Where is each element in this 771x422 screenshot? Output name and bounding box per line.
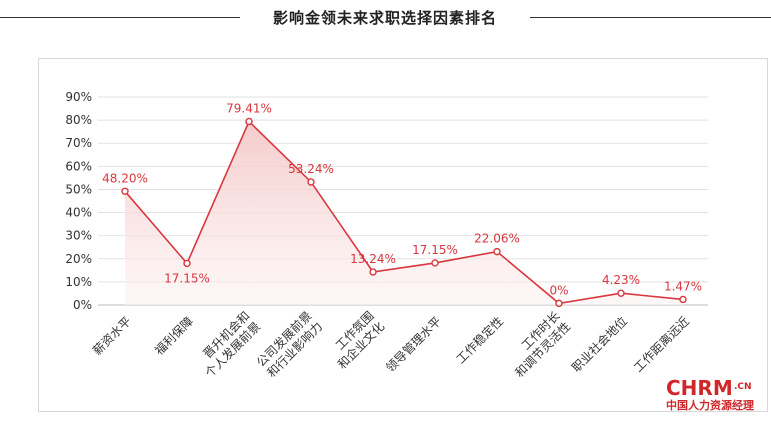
data-label: 0% (549, 283, 568, 297)
x-tick-label-line: 领导管理水平 (382, 313, 444, 375)
y-tick-label: 50% (65, 182, 92, 196)
data-point (431, 259, 439, 267)
data-label: 53.24% (288, 162, 334, 176)
logo-domain-suffix: .CN (734, 382, 752, 392)
x-tick-label: 职业社会地位 (568, 313, 630, 375)
data-label: 4.23% (602, 273, 640, 287)
y-tick-label: 80% (65, 113, 92, 127)
data-label: 79.41% (226, 101, 272, 115)
y-tick-label: 10% (65, 275, 92, 289)
y-tick-label: 60% (65, 159, 92, 173)
y-tick-label: 90% (65, 90, 92, 104)
x-tick-label: 福利保障 (151, 313, 196, 358)
data-point (369, 268, 377, 276)
series-line (124, 120, 684, 305)
x-tick-label: 薪资水平 (90, 314, 134, 358)
data-label: 17.15% (164, 271, 210, 285)
series-area-fill (125, 121, 683, 305)
data-label: 1.47% (664, 279, 702, 293)
data-point (183, 259, 191, 268)
x-tick-label-line: 工作稳定性 (453, 313, 506, 366)
data-point (617, 289, 625, 297)
y-tick-label: 70% (65, 136, 92, 150)
chart-title-bar: 影响金领未来求职选择因素排名 (0, 0, 771, 40)
data-label: 48.20% (102, 171, 148, 185)
title-divider-left (0, 17, 240, 18)
x-tick-label-line: 福利保障 (151, 313, 196, 358)
y-tick-label: 40% (65, 206, 92, 220)
data-point (121, 187, 129, 195)
logo-subtitle: 中国人力资源经理 (666, 399, 754, 412)
data-point (679, 295, 687, 304)
x-tick-label-line: 薪资水平 (90, 314, 134, 358)
y-tick-label: 0% (73, 298, 92, 312)
chart-title: 影响金领未来求职选择因素排名 (272, 9, 497, 27)
data-point (307, 178, 315, 186)
data-label: 13.24% (350, 252, 396, 266)
y-tick-label: 20% (65, 252, 92, 266)
data-point (245, 117, 253, 126)
x-tick-label: 工作距离远近 (630, 313, 692, 375)
x-tick-label: 领导管理水平 (382, 313, 444, 375)
x-tick-label: 工作稳定性 (453, 313, 506, 366)
x-tick-label-line: 职业社会地位 (568, 313, 630, 375)
data-point (493, 247, 501, 256)
data-point (555, 299, 563, 308)
data-label: 17.15% (412, 243, 458, 257)
title-divider-right (530, 17, 771, 18)
chrm-logo: CHRM .CN 中国人力资源经理 (666, 376, 766, 416)
logo-wordmark: CHRM (666, 376, 733, 400)
x-tick-label-line: 工作距离远近 (630, 313, 692, 375)
y-tick-label: 30% (65, 229, 92, 243)
data-label: 22.06% (474, 232, 520, 246)
